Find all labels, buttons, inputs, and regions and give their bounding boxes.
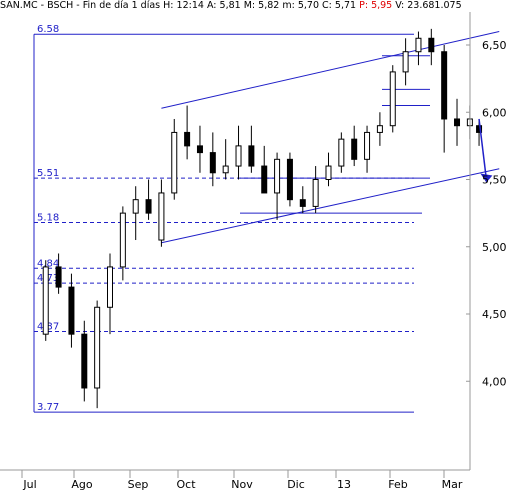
- level-label-6-58: 6.58: [37, 24, 59, 35]
- open-value: 5,81: [219, 0, 241, 11]
- x-tick-label: Sep: [128, 478, 149, 491]
- candle-body: [441, 51, 448, 120]
- level-label-5-51: 5.51: [37, 168, 59, 179]
- y-tick-label: 6,00: [482, 106, 507, 119]
- arrow-head: [480, 173, 493, 183]
- x-tick-label: Jul: [22, 478, 36, 491]
- p-value: 5,95: [371, 0, 393, 11]
- candle-body: [158, 192, 165, 241]
- candle-body: [145, 199, 152, 214]
- candle-body: [81, 333, 88, 389]
- close-value: 5,71: [334, 0, 357, 11]
- candle-body: [454, 118, 461, 127]
- chart-header: SAN.MC - BSCH - Fin de día 1 días H: 12:…: [0, 0, 462, 12]
- candle-body: [261, 165, 268, 194]
- candle-body: [248, 145, 255, 167]
- candle-body: [389, 71, 396, 127]
- candle-body: [94, 306, 101, 389]
- candle-body: [42, 266, 49, 335]
- candle-body: [184, 131, 191, 147]
- candle-body: [338, 138, 345, 167]
- symbol-label: SAN.MC - BSCH - Fin de día 1 días: [0, 0, 161, 11]
- candle-body: [312, 179, 319, 207]
- candle-body: [222, 165, 229, 174]
- hour-value: 12:14: [176, 0, 204, 11]
- x-tick-label: Ago: [71, 478, 93, 491]
- candle-body: [351, 138, 358, 160]
- channel-upper-line: [161, 31, 500, 109]
- channel-lower-line: [161, 168, 500, 244]
- candle-body: [107, 266, 113, 308]
- candle-body: [235, 145, 242, 167]
- candle-body: [286, 158, 293, 201]
- max-value: 5,82: [258, 0, 280, 11]
- candle-body: [119, 212, 126, 268]
- max-label: M:: [243, 0, 256, 11]
- x-tick-label: Nov: [231, 478, 253, 491]
- y-tick-label: 5,00: [482, 241, 507, 254]
- x-tick-label: 13: [337, 478, 351, 491]
- p-label: P:: [359, 0, 369, 11]
- candle-body: [476, 125, 483, 133]
- candle-body: [376, 125, 383, 133]
- candle-body: [55, 266, 62, 288]
- arrow-shaft: [478, 118, 488, 180]
- candle-body: [196, 145, 203, 154]
- x-tick-label: Oct: [176, 478, 196, 491]
- short-level-lines: [240, 55, 430, 214]
- x-tick-label: Mar: [442, 478, 463, 491]
- hour-label: H:: [163, 0, 174, 11]
- projection-arrow: [478, 118, 493, 183]
- close-label: C:: [322, 0, 332, 11]
- level-label-5-18: 5.18: [37, 213, 59, 224]
- candle-body: [325, 165, 332, 181]
- level-label-3-77: 3.77: [37, 402, 59, 413]
- candle-body: [68, 286, 75, 335]
- candle-body: [402, 51, 409, 73]
- level-label-4-84: 4.84: [37, 258, 59, 269]
- candle-body: [209, 152, 216, 174]
- open-label: A:: [206, 0, 217, 11]
- y-tick-label: 5,50: [482, 174, 507, 187]
- candle-body: [415, 37, 422, 53]
- x-axis: Jul Ago Sep Oct Nov Dic 13 Feb Mar: [0, 469, 470, 491]
- candle-body: [428, 37, 435, 53]
- candlesticks: [42, 28, 483, 409]
- channel-lines: [161, 31, 500, 244]
- y-tick-label: 4,50: [482, 308, 507, 321]
- volume-value: 23.681.075: [407, 0, 462, 11]
- candle-body: [299, 199, 306, 207]
- min-label: m:: [282, 0, 295, 11]
- volume-label: V:: [395, 0, 405, 11]
- y-tick-label: 4,00: [482, 375, 507, 388]
- y-axis: 6,50 6,00 5,50 5,00 4,50 4,00: [466, 12, 507, 470]
- candle-body: [171, 131, 178, 194]
- candle-body: [364, 131, 371, 160]
- min-value: 5,70: [297, 0, 320, 11]
- x-tick-label: Dic: [287, 478, 305, 491]
- horizontal-levels: 6.585.515.184.844.734.373.77: [33, 24, 414, 413]
- candle-body: [274, 158, 281, 194]
- candle-body: [132, 199, 139, 214]
- x-tick-label: Feb: [388, 478, 407, 491]
- y-tick-label: 6,50: [482, 39, 507, 52]
